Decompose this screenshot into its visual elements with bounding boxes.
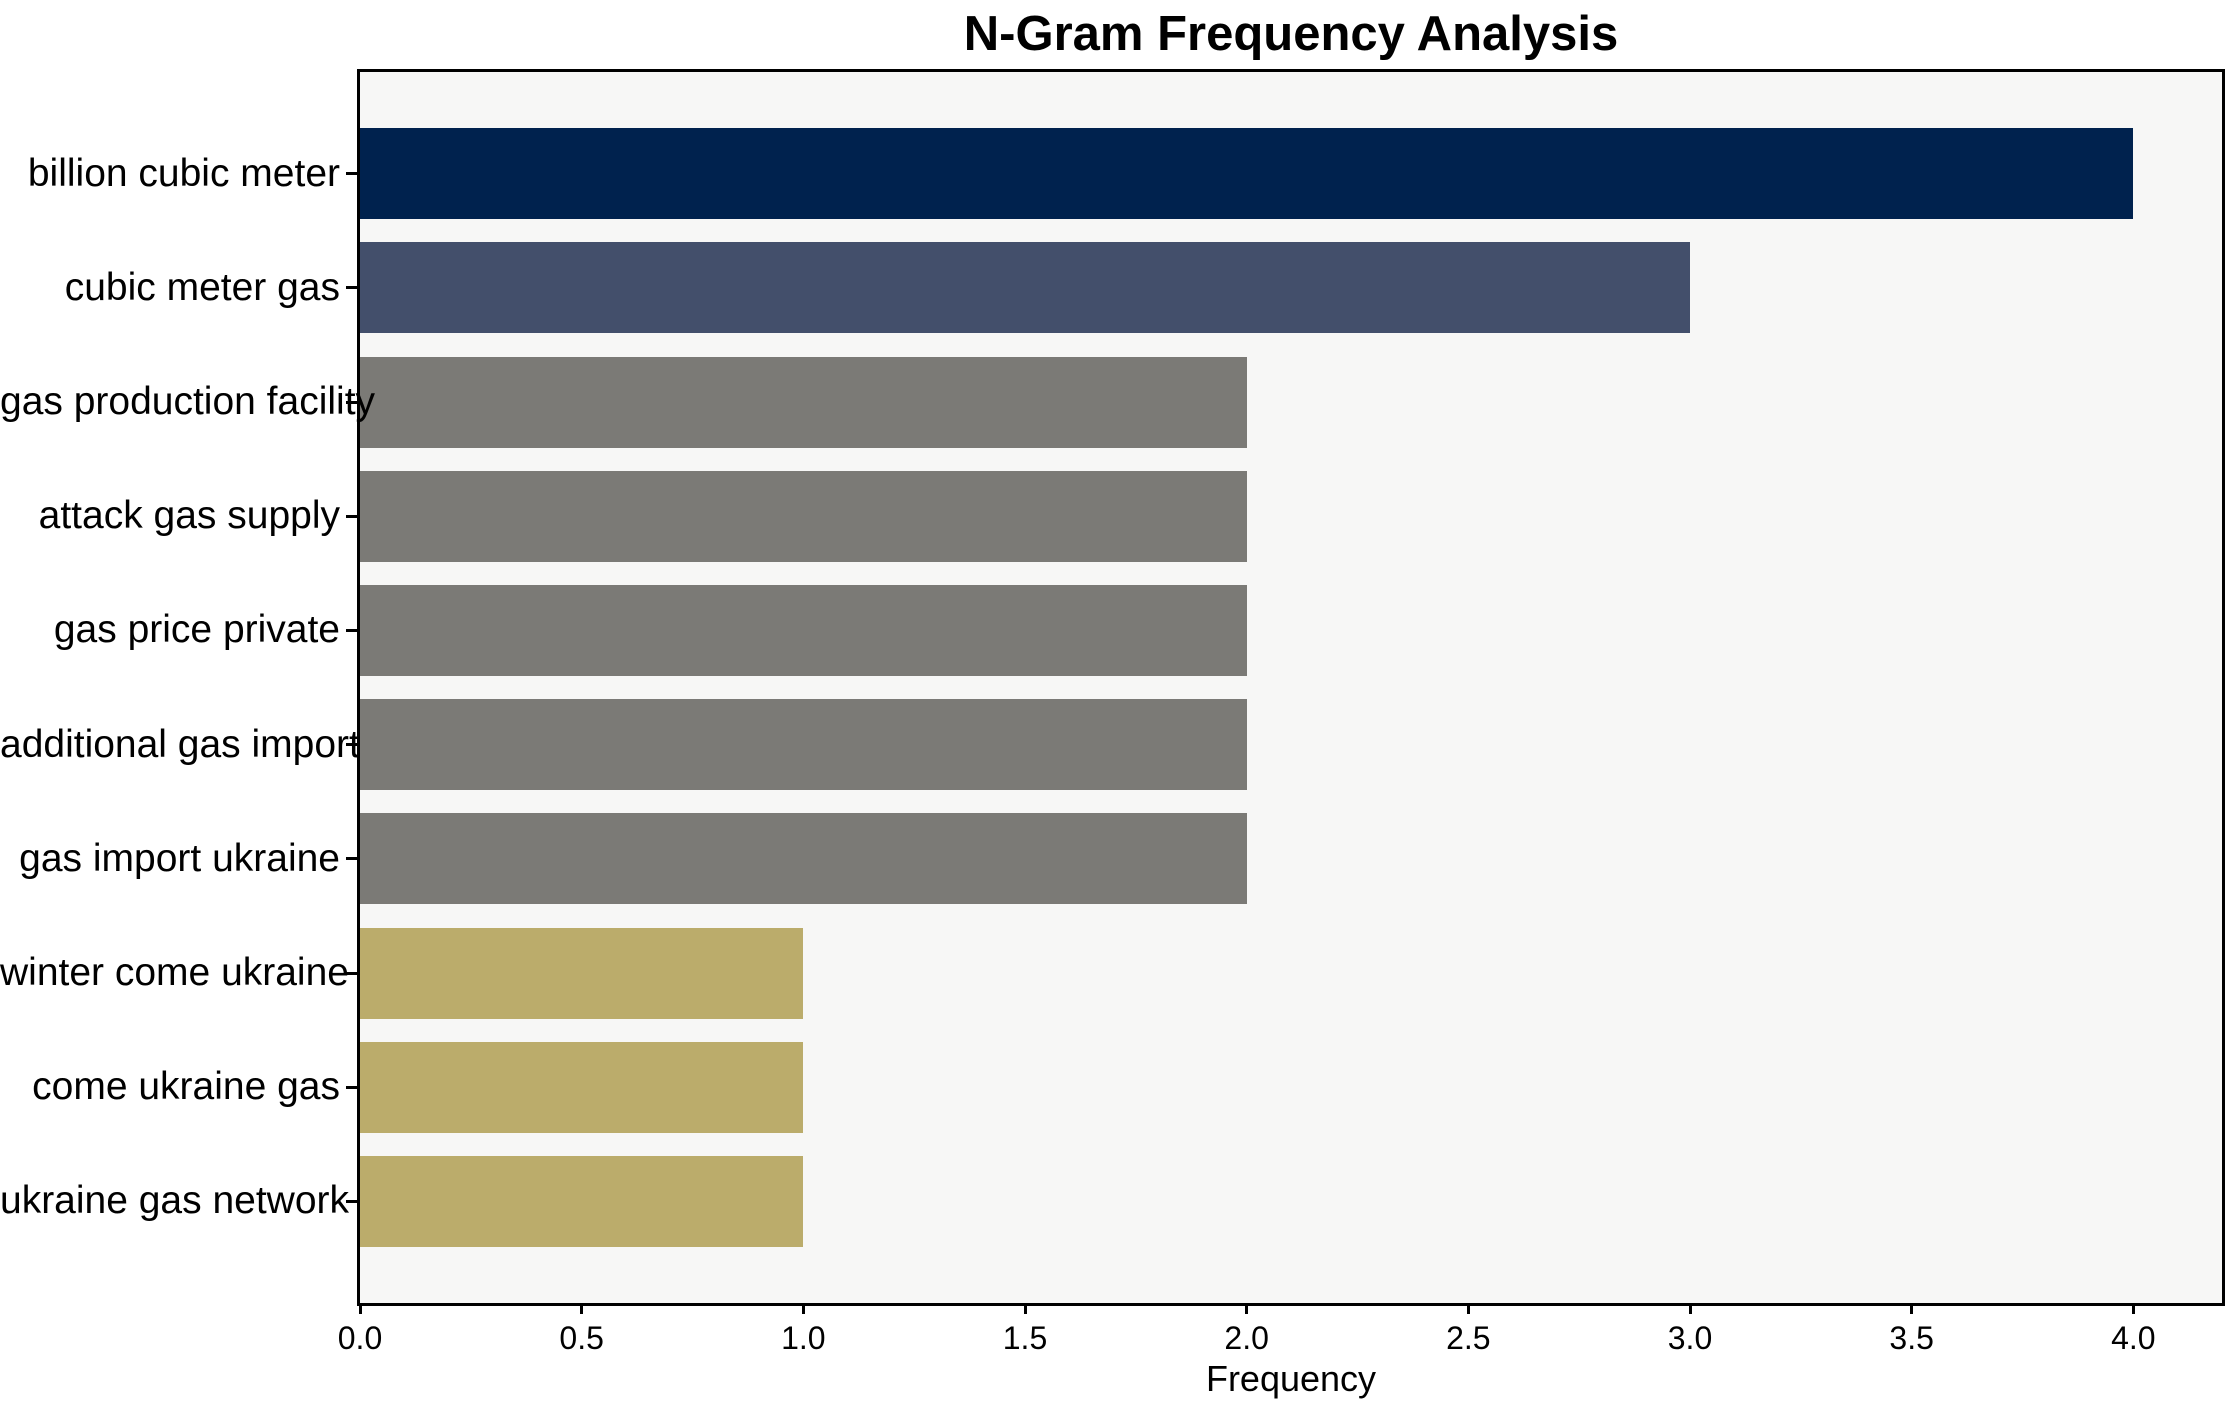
y-tick-mark [346, 1199, 357, 1203]
x-tick-mark [1688, 1303, 1692, 1314]
plot-area [357, 69, 2225, 1306]
bar-attack-gas-supply [360, 470, 1247, 562]
y-tick-mark [346, 628, 357, 632]
x-tick-label: 0.0 [337, 1320, 383, 1356]
x-tick-label: 3.5 [1889, 1320, 1934, 1356]
x-tick-mark [1466, 1303, 1470, 1314]
y-tick-mark [346, 743, 357, 747]
y-tick-label: attack gas supply [38, 494, 340, 538]
y-tick-label: additional gas import [0, 722, 360, 766]
x-tick-label: 0.5 [559, 1320, 604, 1356]
x-tick-label: 1.0 [781, 1320, 826, 1356]
chart-title: N-Gram Frequency Analysis [963, 7, 1619, 61]
y-tick-mark [346, 286, 357, 290]
bar-additional-gas-import [360, 699, 1247, 791]
x-tick-mark [801, 1303, 805, 1314]
y-tick-mark [346, 971, 357, 975]
x-tick-mark [1023, 1303, 1027, 1314]
x-tick-label: 2.0 [1224, 1320, 1269, 1356]
y-tick-mark [346, 400, 357, 404]
x-tick-label: 3.0 [1667, 1320, 1713, 1356]
y-tick-label: billion cubic meter [27, 151, 340, 195]
bar-billion-cubic-meter [360, 128, 2134, 220]
y-tick-label: winter come ukraine [0, 951, 349, 994]
bar-gas-import-ukraine [360, 813, 1247, 905]
x-tick-mark [1245, 1303, 1249, 1314]
x-tick-mark [1910, 1303, 1914, 1314]
y-tick-label: gas import ukraine [19, 836, 340, 880]
x-axis-label: Frequency [1205, 1358, 1377, 1399]
y-tick-label: come ukraine gas [32, 1065, 340, 1109]
y-tick-label: cubic meter gas [64, 265, 340, 309]
x-tick-label: 4.0 [2111, 1320, 2156, 1356]
y-tick-label: ukraine gas network [0, 1179, 350, 1223]
bar-gas-price-private [360, 584, 1247, 676]
x-tick-mark [358, 1303, 362, 1314]
bar-gas-production-facility [360, 356, 1247, 448]
bar-come-ukraine-gas [360, 1041, 804, 1133]
y-tick-label: gas production facility [0, 380, 376, 423]
x-tick-label: 1.5 [1002, 1320, 1048, 1356]
x-tick-label: 2.5 [1446, 1320, 1491, 1356]
bar-winter-come-ukraine [360, 927, 804, 1019]
x-tick-mark [580, 1303, 584, 1314]
bar-cubic-meter-gas [360, 242, 1690, 334]
bar-ukraine-gas-network [360, 1155, 804, 1247]
y-tick-mark [346, 1085, 357, 1089]
y-tick-mark [346, 514, 357, 518]
y-tick-mark [346, 857, 357, 861]
y-tick-mark [346, 172, 357, 176]
x-tick-mark [2131, 1303, 2135, 1314]
y-tick-label: gas price private [53, 608, 340, 652]
